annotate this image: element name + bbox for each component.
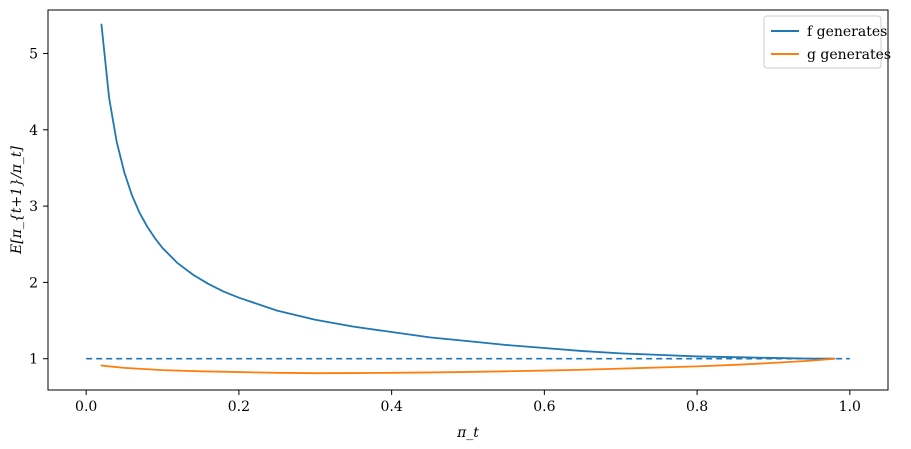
series-line-f-generates	[100, 23, 836, 360]
y-tick-label: 2	[29, 275, 38, 291]
series-line-g-generates	[100, 357, 836, 375]
y-tick-label: 4	[29, 123, 38, 139]
y-axis-label: E[π_{t+1}/π_t]	[9, 145, 25, 255]
y-tick-label: 1	[29, 352, 38, 368]
legend-label-g-generates: g generates	[807, 47, 891, 63]
y-tick-label: 3	[29, 199, 38, 215]
x-tick-label: 0.8	[686, 399, 708, 415]
y-tick-label: 5	[29, 46, 38, 62]
legend-label-f-generates: f generates	[807, 24, 887, 40]
x-tick-label: 0.0	[75, 399, 97, 415]
x-tick-label: 0.6	[533, 399, 555, 415]
plot-area	[47, 9, 889, 391]
legend: f generates g generates	[763, 15, 891, 69]
x-tick-label: 1.0	[839, 399, 861, 415]
axis-layer: 0.0 0.2 0.4 0.6 0.8 1.0 1 2 3 4 5	[29, 46, 861, 415]
x-tick-label: 0.2	[228, 399, 250, 415]
x-tick-label: 0.4	[381, 399, 403, 415]
x-axis-label: π_t	[456, 425, 479, 441]
data-layer	[86, 23, 850, 375]
